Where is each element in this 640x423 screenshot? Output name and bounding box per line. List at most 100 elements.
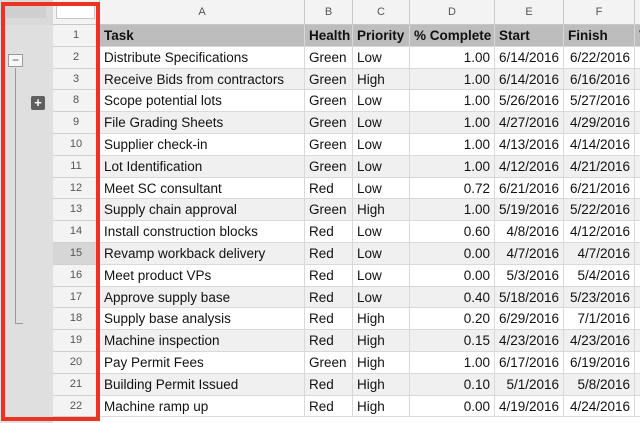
cell-start[interactable]: 6/21/2016 (495, 177, 564, 200)
cell-complete[interactable]: 0.20 (410, 308, 495, 331)
column-letter-next[interactable] (635, 0, 640, 24)
cell-task[interactable]: Scope potential lots (100, 90, 305, 113)
column-header-cell[interactable]: Finish (564, 25, 635, 47)
cell-health[interactable]: Green (305, 46, 353, 69)
cell-finish[interactable]: 4/29/2016 (564, 112, 635, 134)
cell-priority[interactable]: Low (353, 46, 410, 69)
cell-start[interactable]: 5/1/2016 (495, 373, 564, 396)
row-number[interactable]: 20 (53, 352, 100, 374)
cell-start[interactable]: 5/26/2016 (495, 90, 564, 113)
collapse-group-button[interactable]: − (8, 54, 23, 67)
cell-finish[interactable]: 6/19/2016 (564, 352, 635, 374)
cell-health[interactable]: Red (305, 286, 353, 309)
cell-finish[interactable]: 5/23/2016 (564, 286, 635, 309)
cell-empty[interactable] (635, 199, 640, 222)
column-header-cell[interactable]: Start (495, 25, 564, 47)
cell-complete[interactable]: 1.00 (410, 90, 495, 113)
cell-start[interactable]: 4/19/2016 (495, 395, 564, 418)
cell-task[interactable]: File Grading Sheets (100, 112, 305, 134)
cell-priority[interactable]: High (353, 330, 410, 352)
cell-complete[interactable]: 0.15 (410, 330, 495, 352)
cell-health[interactable]: Red (305, 221, 353, 243)
cell-empty[interactable] (635, 243, 640, 265)
cell-task[interactable]: Supply base analysis (100, 308, 305, 331)
column-letter-d[interactable]: D (410, 0, 495, 24)
cell-start[interactable]: 4/8/2016 (495, 221, 564, 243)
row-number[interactable]: 15 (53, 243, 100, 265)
cell-health[interactable]: Red (305, 308, 353, 331)
cell-health[interactable]: Green (305, 134, 353, 156)
cell-start[interactable]: 4/23/2016 (495, 330, 564, 352)
cell-health[interactable]: Red (305, 264, 353, 287)
cell-health[interactable]: Green (305, 199, 353, 222)
column-letter-c[interactable]: C (353, 0, 410, 24)
cell-empty[interactable] (635, 90, 640, 113)
cell-empty[interactable] (635, 47, 640, 69)
cell-health[interactable]: Green (305, 90, 353, 113)
cell-task[interactable]: Machine ramp up (100, 395, 305, 418)
cell-start[interactable]: 4/27/2016 (495, 112, 564, 134)
cell-priority[interactable]: High (353, 373, 410, 396)
cell-task[interactable]: Install construction blocks (100, 221, 305, 243)
cell-health[interactable]: Green (305, 352, 353, 374)
expand-group-button[interactable]: + (31, 96, 45, 110)
cell-complete[interactable]: 0.00 (410, 243, 495, 265)
cell-finish[interactable]: 4/12/2016 (564, 221, 635, 243)
column-header-cell[interactable]: V (635, 25, 640, 47)
cell-complete[interactable]: 1.00 (410, 134, 495, 156)
cell-task[interactable]: Lot Identification (100, 155, 305, 178)
cell-complete[interactable]: 0.10 (410, 373, 495, 396)
cell-priority[interactable]: Low (353, 155, 410, 178)
cell-task[interactable]: Receive Bids from contractors (100, 68, 305, 91)
cell-task[interactable]: Meet product VPs (100, 264, 305, 287)
column-header-cell[interactable]: Priority (353, 25, 410, 47)
cell-finish[interactable]: 5/8/2016 (564, 373, 635, 396)
cell-task[interactable]: Pay Permit Fees (100, 352, 305, 374)
cell-empty[interactable] (635, 178, 640, 200)
cell-complete[interactable]: 0.40 (410, 286, 495, 309)
cell-priority[interactable]: Low (353, 243, 410, 265)
cell-empty[interactable] (635, 134, 640, 156)
row-number[interactable]: 17 (53, 286, 100, 309)
cell-priority[interactable]: Low (353, 134, 410, 156)
cell-start[interactable]: 6/14/2016 (495, 46, 564, 69)
cell-empty[interactable] (635, 112, 640, 134)
cell-finish[interactable]: 6/16/2016 (564, 68, 635, 91)
cell-start[interactable]: 6/17/2016 (495, 352, 564, 374)
cell-task[interactable]: Building Permit Issued (100, 373, 305, 396)
row-number[interactable]: 9 (53, 112, 100, 134)
cell-task[interactable]: Revamp workback delivery (100, 243, 305, 265)
cell-task[interactable]: Supplier check-in (100, 134, 305, 156)
cell-complete[interactable]: 1.00 (410, 155, 495, 178)
row-number[interactable]: 10 (53, 134, 100, 156)
row-number[interactable]: 16 (53, 264, 100, 287)
cell-health[interactable]: Green (305, 68, 353, 91)
cell-empty[interactable] (635, 373, 640, 396)
cell-task[interactable]: Meet SC consultant (100, 177, 305, 200)
cell-complete[interactable]: 1.00 (410, 68, 495, 91)
column-header-cell[interactable]: Health (305, 25, 353, 47)
cell-task[interactable]: Supply chain approval (100, 199, 305, 222)
row-number[interactable]: 12 (53, 177, 100, 200)
cell-health[interactable]: Green (305, 155, 353, 178)
cell-finish[interactable]: 6/21/2016 (564, 177, 635, 200)
cell-priority[interactable]: Low (353, 221, 410, 243)
row-number[interactable]: 13 (53, 199, 100, 222)
row-number[interactable]: 3 (53, 68, 100, 91)
cell-finish[interactable]: 4/14/2016 (564, 134, 635, 156)
cell-health[interactable]: Red (305, 395, 353, 418)
row-number[interactable]: 22 (53, 395, 100, 418)
cell-start[interactable]: 5/19/2016 (495, 199, 564, 222)
cell-empty[interactable] (635, 286, 640, 309)
select-all-corner[interactable] (53, 0, 100, 25)
cell-start[interactable]: 4/7/2016 (495, 243, 564, 265)
cell-health[interactable]: Red (305, 243, 353, 265)
row-number[interactable]: 19 (53, 330, 100, 352)
cell-start[interactable]: 6/14/2016 (495, 68, 564, 91)
cell-empty[interactable] (635, 221, 640, 243)
cell-health[interactable]: Red (305, 177, 353, 200)
cell-priority[interactable]: High (353, 308, 410, 331)
cell-priority[interactable]: Low (353, 177, 410, 200)
row-number[interactable]: 8 (53, 90, 100, 113)
cell-start[interactable]: 5/18/2016 (495, 286, 564, 309)
